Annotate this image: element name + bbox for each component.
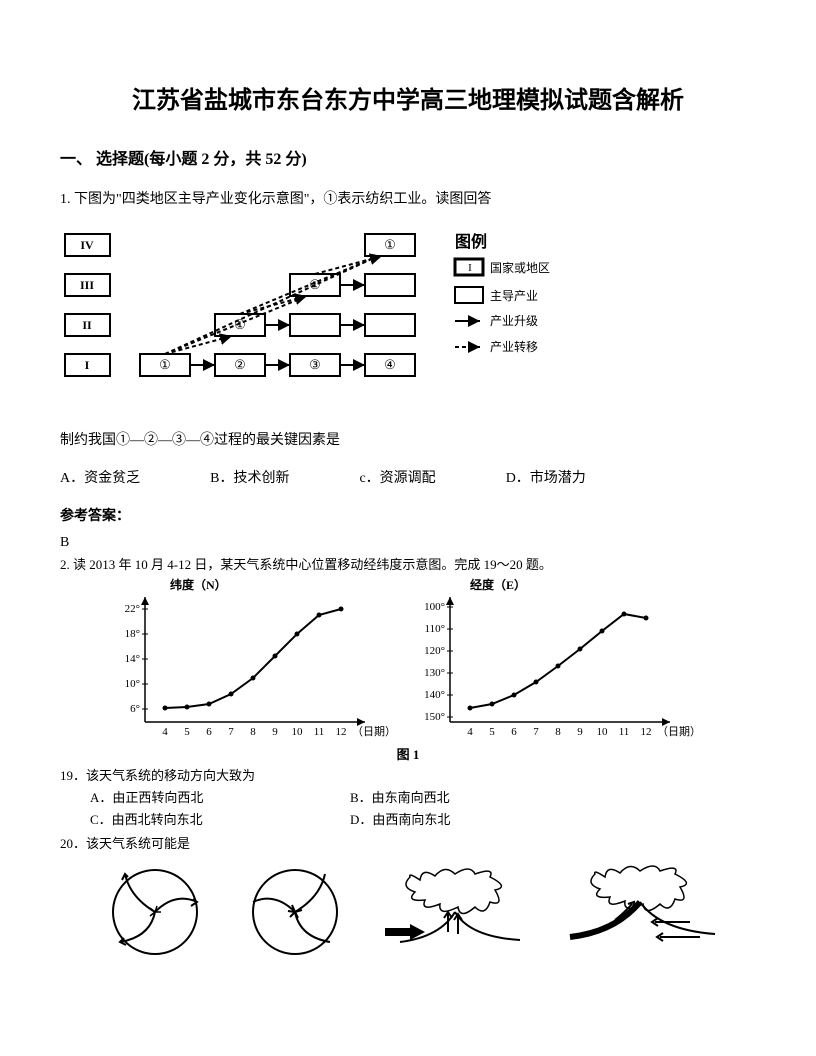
answer-label: 参考答案： [60,505,756,525]
q19-text: 19．该天气系统的移动方向大致为 [60,765,756,787]
svg-text:100°: 100° [424,601,445,613]
svg-text:4: 4 [162,726,168,738]
svg-text:150°: 150° [424,711,445,723]
svg-text:6°: 6° [130,703,140,715]
weather-diagrams [100,862,756,962]
cyclone-1-icon [100,862,210,962]
svg-text:5: 5 [184,726,190,738]
page-title: 江苏省盐城市东台东方中学高三地理模拟试题含解析 [60,80,756,115]
legend-title: 图例 [455,232,487,251]
opt-d: D．市场潜力 [506,467,586,487]
opt-c: c．资源调配 [359,467,435,487]
svg-text:9: 9 [272,726,278,738]
svg-text:6: 6 [206,726,212,738]
q19-a: A．由正西转向西北 [90,787,350,809]
svg-text:4: 4 [467,726,473,738]
legend-2: 主导产业 [490,289,538,303]
svg-text:8: 8 [555,726,561,738]
svg-text:120°: 120° [424,645,445,657]
svg-text:18°: 18° [125,628,140,640]
svg-text:（日期）: （日期） [352,725,390,738]
svg-text:11: 11 [314,726,325,738]
q20: 20．该天气系统可能是 [60,833,756,852]
q19-b: B．由东南向西北 [350,787,610,809]
section-header: 一、 选择题(每小题 2 分，共 52 分) [60,145,756,169]
legend-4: 产业转移 [490,339,538,354]
q19-c: C．由西北转向东北 [90,809,350,831]
svg-text:12: 12 [641,726,652,738]
svg-text:④: ④ [384,357,396,372]
svg-text:6: 6 [511,726,517,738]
svg-text:③: ③ [309,357,321,372]
svg-text:9: 9 [577,726,583,738]
svg-text:①: ① [159,357,171,372]
svg-text:22°: 22° [125,603,140,615]
svg-text:（日期）: （日期） [657,725,700,738]
row-iv: IV [80,238,94,252]
front-1-icon [380,862,530,962]
q1-options: A．资金贫乏 B．技术创新 c．资源调配 D．市场潜力 [60,467,756,487]
svg-text:7: 7 [533,726,539,738]
diagram1: IV III II I ① ② ③ ④ ① [60,229,756,409]
svg-text:②: ② [234,357,246,372]
fig1-label: 图 1 [60,744,756,763]
svg-text:10°: 10° [125,678,140,690]
legend-3: 产业升级 [490,314,538,328]
opt-b: B．技术创新 [210,467,289,487]
chart-latitude: 纬度（N） 22° 18° 14° 10° 6° 456 789 101112 … [100,577,390,742]
svg-text:纬度（N）: 纬度（N） [170,577,227,592]
svg-text:10: 10 [597,726,609,738]
legend-1: 国家或地区 [490,260,550,275]
q1-answer: B [60,535,756,551]
svg-text:经度（E）: 经度（E） [470,577,526,592]
chart-longitude: 经度（E） 100° 110° 120° 130° 140° 150° 456 … [400,577,700,742]
svg-text:①: ① [309,277,321,292]
svg-text:①: ① [384,237,396,252]
svg-text:①: ① [234,317,246,332]
svg-text:14°: 14° [125,653,140,665]
q19: 19．该天气系统的移动方向大致为 A．由正西转向西北 C．由西北转向东北 B．由… [60,765,756,831]
row-i: I [85,358,90,372]
q1-sub: 制约我国①—②—③—④过程的最关键因素是 [60,429,756,449]
svg-text:I: I [468,262,472,274]
svg-text:8: 8 [250,726,256,738]
row-iii: III [80,278,94,292]
svg-text:140°: 140° [424,689,445,701]
cyclone-2-icon [240,862,350,962]
q19-d: D．由西南向东北 [350,809,610,831]
svg-text:11: 11 [619,726,630,738]
opt-a: A．资金贫乏 [60,467,140,487]
q1-text: 1. 下图为"四类地区主导产业变化示意图"，①表示纺织工业。读图回答 [60,189,756,211]
svg-text:12: 12 [336,726,347,738]
row-ii: II [82,318,92,332]
q2-intro: 2. 读 2013 年 10 月 4-12 日，某天气系统中心位置移动经纬度示意… [60,555,756,575]
svg-text:7: 7 [228,726,234,738]
svg-text:110°: 110° [425,623,446,635]
svg-text:5: 5 [489,726,495,738]
charts: 纬度（N） 22° 18° 14° 10° 6° 456 789 101112 … [100,577,756,742]
svg-text:130°: 130° [424,667,445,679]
front-2-icon [560,862,720,962]
svg-text:10: 10 [292,726,304,738]
